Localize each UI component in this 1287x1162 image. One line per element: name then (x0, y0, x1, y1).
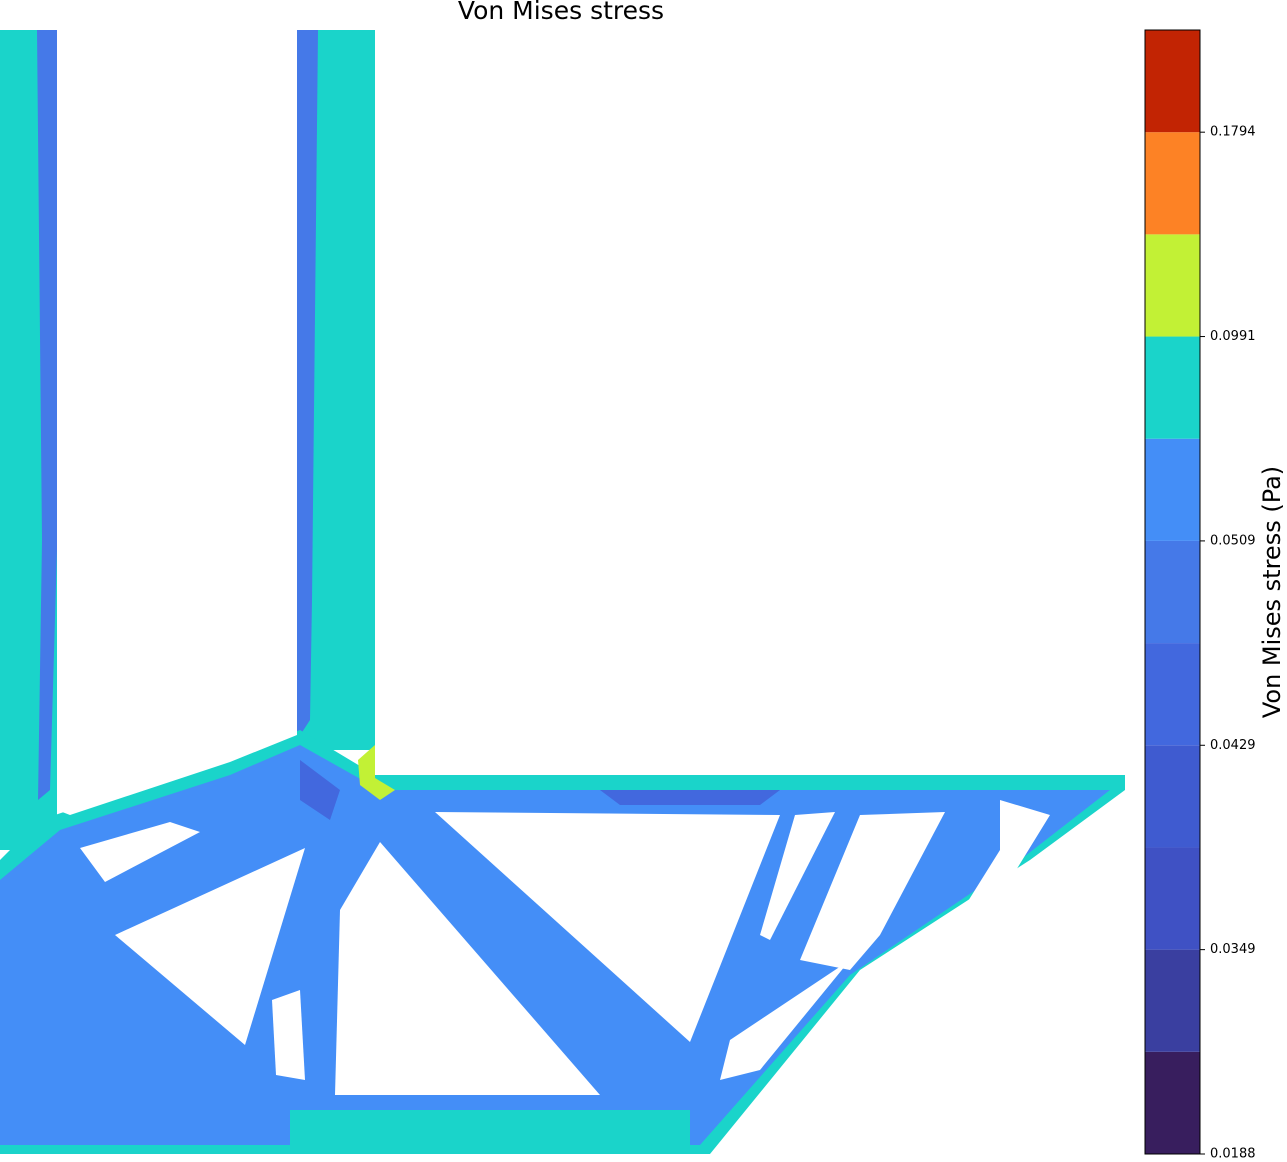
colorbar-segment (1145, 540, 1200, 644)
holes (57, 30, 1125, 1095)
colorbar-tick-label: 0.0188 (1210, 1147, 1256, 1162)
colorbar-frame (1144, 29, 1201, 1155)
colorbar-tick-label: 0.0429 (1210, 738, 1256, 753)
colorbar-segment (1145, 438, 1200, 541)
hole (720, 960, 850, 1080)
colorbar-label: Von Mises stress (Pa) (1258, 466, 1286, 718)
colorbar-tick-label: 0.0349 (1210, 942, 1256, 957)
colorbar-tick-label: 0.0991 (1210, 329, 1256, 344)
hole (800, 812, 945, 970)
colorbar-segment (1145, 745, 1200, 848)
colorbar-segment (1145, 132, 1200, 235)
colorbar-segment (1145, 30, 1200, 133)
right-column-core (297, 30, 318, 740)
colorbar-segment (1145, 949, 1200, 1052)
hole (435, 812, 780, 1042)
colorbar: 0.0188 0.0349 0.0429 0.0509 0.0991 0.1794 (1145, 30, 1256, 1162)
hole (80, 822, 200, 882)
colorbar-segment (1145, 847, 1200, 950)
hole (335, 842, 600, 1095)
stress-field (0, 30, 1125, 1154)
corner-peak (358, 745, 395, 800)
hole (272, 990, 305, 1080)
hole (760, 812, 835, 940)
joint (300, 760, 340, 820)
left-column-core (37, 30, 57, 800)
colorbar-tick-label: 0.0509 (1210, 533, 1256, 548)
colorbar-segment (1145, 336, 1200, 439)
bottom-band (290, 1110, 690, 1154)
colorbar-segment (1145, 1051, 1200, 1154)
colorbar-segment (1145, 234, 1200, 337)
colorbar-segment (1145, 643, 1200, 746)
hole (950, 800, 1050, 930)
chart-title: Von Mises stress (458, 0, 664, 25)
void (57, 30, 297, 815)
hole (115, 848, 305, 1045)
colorbar-tick-label: 0.1794 (1210, 125, 1256, 140)
void (375, 30, 1125, 775)
beam-core (600, 790, 780, 805)
